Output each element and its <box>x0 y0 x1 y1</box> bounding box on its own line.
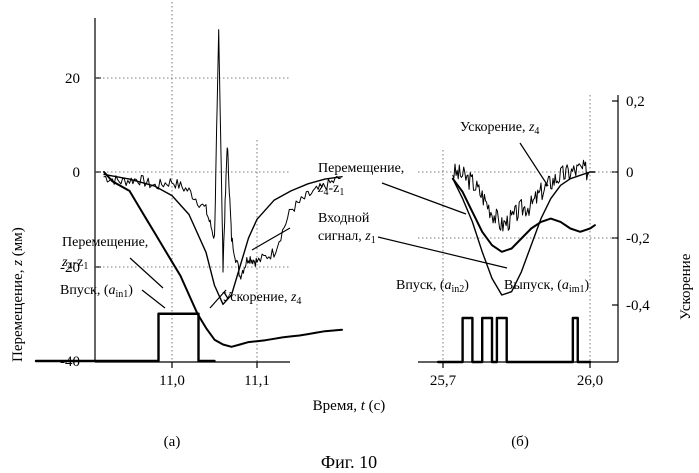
series-a-acceleration-noise <box>103 29 341 280</box>
annotation-b-accel-arrow <box>519 142 549 187</box>
right-axis-label: Ускорение <box>678 253 694 320</box>
left-tick-label-0: 0 <box>73 165 81 181</box>
annotation-b-exhaust: Выпуск, (aim1) <box>504 278 589 295</box>
annotation-a-intake: Впуск, (ain1) <box>60 283 133 300</box>
right-tick-label-neg0.4: -0,4 <box>626 298 650 314</box>
panel-label-a: (a) <box>164 434 181 450</box>
x-tick-label-a-1: 11,1 <box>244 373 270 389</box>
annotation-a-accel-arrow-2 <box>251 227 291 251</box>
intake-exhaust-pulses-b <box>436 316 592 364</box>
left-axis-label: Перемещение, z (мм) <box>10 227 26 362</box>
panel-label-b: (б) <box>511 434 529 450</box>
x-tick-label-a-0: 11,0 <box>159 373 185 389</box>
series-a-displacement-z4-z1 <box>103 171 343 348</box>
series-a-smooth-curve <box>103 173 343 305</box>
annotation-a-intake-arrow <box>141 289 166 309</box>
annotation-a-accel-arrow <box>209 289 227 309</box>
annotation-a-displacement-var: z4-z1 <box>61 255 88 272</box>
annotation-b-displacement-arrow <box>381 182 467 215</box>
x-axis-label: Время, t (с) <box>313 398 386 414</box>
right-tick-label-0.2: 0,2 <box>626 94 645 110</box>
right-tick-label-neg0.2: -0,2 <box>626 231 650 247</box>
annotation-a-displacement: Перемещение, <box>62 235 148 250</box>
figure-caption: Фиг. 10 <box>321 452 377 472</box>
intake-pulse-a <box>34 312 216 363</box>
left-tick-label-20: 20 <box>65 71 80 87</box>
annotation-b-intake: Впуск, (ain2) <box>396 278 469 295</box>
annotation-a-acceleration: Ускорение, z4 <box>222 290 301 307</box>
annotation-b-displacement-var: z4-z1 <box>317 181 344 198</box>
annotation-b-acceleration: Ускорение, z4 <box>460 120 539 137</box>
x-tick-label-b-0: 25,7 <box>430 373 457 389</box>
series-b-input-signal-z1 <box>452 171 596 296</box>
annotation-b-input-arrow <box>377 236 508 269</box>
series-b-displacement-z4-z1 <box>451 177 596 253</box>
series-b-acceleration-noise <box>452 159 590 232</box>
left-tick-label-neg20: -20 <box>60 260 80 276</box>
x-tick-label-b-1: 26,0 <box>577 373 603 389</box>
annotation-b-displacement: Перемещение, <box>318 161 404 176</box>
right-tick-label-0: 0 <box>626 165 634 181</box>
annotation-b-input-1: Входной <box>318 211 370 226</box>
annotation-a-displacement-arrow <box>129 257 164 289</box>
annotation-b-input-2: сигнал, z1 <box>318 229 376 246</box>
